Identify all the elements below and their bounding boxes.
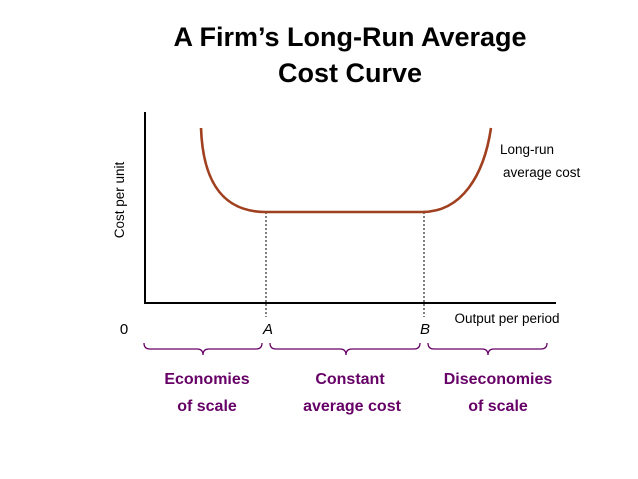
region-constant-line2: average cost bbox=[303, 398, 402, 415]
region-diseconomies-line1: Diseconomies bbox=[444, 371, 553, 388]
region-diseconomies-line2: of scale bbox=[468, 398, 528, 415]
diagram-title-line1: A Firm’s Long-Run Average bbox=[173, 22, 526, 52]
region-economies-line2: of scale bbox=[177, 398, 237, 415]
diagram-title-line2: Cost Curve bbox=[278, 58, 422, 88]
brace-economies bbox=[143, 342, 263, 356]
point-a-label: A bbox=[262, 321, 273, 338]
curve-label-line2: average cost bbox=[503, 165, 581, 180]
brace-diseconomies bbox=[427, 342, 548, 356]
long-run-average-cost-curve bbox=[199, 127, 493, 214]
origin-label: 0 bbox=[120, 321, 128, 338]
x-axis-label: Output per period bbox=[454, 311, 559, 326]
region-constant-line1: Constant bbox=[315, 371, 385, 388]
region-economies-line1: Economies bbox=[164, 371, 249, 388]
curve-label-line1: Long-run bbox=[500, 142, 554, 157]
point-b-label: B bbox=[420, 321, 430, 338]
brace-constant bbox=[269, 342, 421, 356]
y-axis-label: Cost per unit bbox=[112, 161, 127, 238]
